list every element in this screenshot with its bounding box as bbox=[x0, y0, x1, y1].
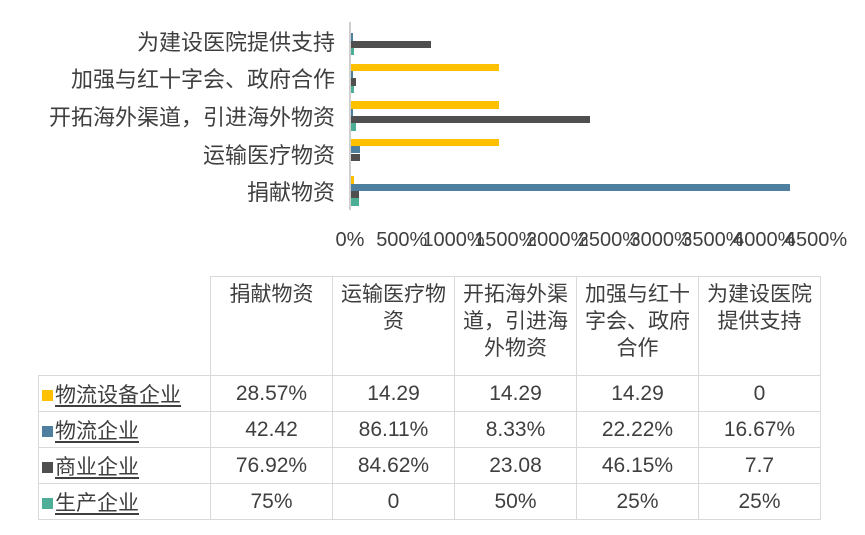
table-column-header: 捐献物资 bbox=[210, 276, 333, 376]
x-axis-tick-label: 1000% bbox=[422, 229, 485, 251]
data-table: 捐献物资 运输医疗物资 开拓海外渠道，引进海外物资 加强与红十字会、政府合作 为建设医院… bbox=[38, 276, 821, 520]
x-axis-tick-label: 2500% bbox=[577, 229, 641, 251]
table-cell: 0 bbox=[698, 375, 821, 412]
x-axis-tick-label: 4500% bbox=[784, 229, 848, 251]
row-label-text: 物流企业 bbox=[55, 419, 139, 443]
chart-bar bbox=[351, 33, 353, 41]
x-axis-tick-label: 0% bbox=[335, 229, 365, 251]
table-row-label: 物流企业 bbox=[38, 411, 211, 448]
table-cell: 75% bbox=[210, 483, 333, 520]
table-row: 商业企业 76.92% 84.62% 23.08 46.15% 7.7 bbox=[38, 447, 821, 484]
series-marker-icon bbox=[42, 461, 53, 473]
category-label: 为建设医院提供支持 bbox=[136, 29, 335, 55]
table-cell: 25% bbox=[698, 483, 821, 520]
chart-bar bbox=[351, 63, 499, 71]
table-cell: 42.42 bbox=[210, 411, 333, 448]
x-axis-tick-label: 4000% bbox=[733, 229, 796, 251]
table-row-label: 物流设备企业 bbox=[38, 375, 211, 412]
table-column-header: 为建设医院提供支持 bbox=[698, 276, 821, 376]
table-corner-cell bbox=[38, 276, 211, 376]
x-axis: 0% 500% 1000% 1500% 2000% 2500% 3000% 3500% 4000… bbox=[336, 229, 848, 253]
table-row: 物流设备企业 28.57% 14.29 14.29 14.29 0 bbox=[38, 375, 821, 412]
table-cell: 16.67% bbox=[698, 411, 821, 448]
table-column-header: 加强与红十字会、政府合作 bbox=[576, 276, 699, 376]
table-cell: 28.57% bbox=[210, 375, 333, 412]
table-row-label: 生产企业 bbox=[38, 483, 211, 520]
series-marker-icon bbox=[42, 425, 53, 437]
table-cell: 76.92% bbox=[210, 447, 333, 484]
chart-bar bbox=[351, 183, 791, 192]
plot-area bbox=[349, 22, 817, 210]
chart-bar bbox=[351, 138, 499, 147]
table-cell: 25% bbox=[576, 483, 699, 520]
table-cell: 22.22% bbox=[576, 411, 699, 448]
table-cell: 86.11% bbox=[332, 411, 455, 448]
table-cell: 84.62% bbox=[332, 447, 455, 484]
x-axis-tick-label: 3500% bbox=[681, 229, 744, 251]
table-cell: 14.29 bbox=[454, 375, 577, 412]
chart-bar bbox=[351, 70, 354, 79]
row-label-text: 物流设备企业 bbox=[55, 383, 181, 407]
chart-bar bbox=[351, 123, 357, 131]
chart-bar bbox=[351, 85, 354, 93]
table-row: 物流企业 42.42 86.11% 8.33% 22.22% 16.67% bbox=[38, 411, 821, 448]
table-cell: 50% bbox=[454, 483, 577, 520]
chart-bar bbox=[351, 146, 360, 154]
chart-bar bbox=[351, 176, 354, 184]
category-label: 加强与红十字会、政府合作 bbox=[70, 67, 335, 93]
x-axis-tick-label: 500% bbox=[376, 229, 428, 251]
category-label: 开拓海外渠道，引进海外物资 bbox=[48, 104, 335, 130]
chart-bar bbox=[351, 40, 431, 49]
x-axis-tick-label: 2000% bbox=[525, 229, 589, 251]
series-marker-icon bbox=[42, 389, 53, 401]
row-label-text: 商业企业 bbox=[55, 455, 139, 479]
chart-bar bbox=[351, 78, 356, 86]
table-column-header: 开拓海外渠道，引进海外物资 bbox=[454, 276, 577, 376]
chart-bar bbox=[351, 108, 353, 116]
table-row: 生产企业 75% 0 50% 25% 25% bbox=[38, 483, 821, 520]
table-cell: 14.29 bbox=[332, 375, 455, 412]
category-label: 捐献物资 bbox=[246, 180, 335, 206]
table-cell: 0 bbox=[332, 483, 455, 520]
table-column-header: 运输医疗物资 bbox=[332, 276, 455, 376]
table-cell: 8.33% bbox=[454, 411, 577, 448]
table-cell: 7.7 bbox=[698, 447, 821, 484]
chart-bar bbox=[351, 153, 360, 161]
chart-bar bbox=[351, 198, 359, 206]
series-marker-icon bbox=[42, 497, 53, 509]
table-cell: 14.29 bbox=[576, 375, 699, 412]
x-axis-tick-label: 1500% bbox=[474, 229, 537, 251]
chart-bar bbox=[351, 191, 359, 199]
chart-bar bbox=[351, 48, 354, 56]
table-cell: 46.15% bbox=[576, 447, 699, 484]
chart-bar bbox=[351, 101, 499, 109]
category-label: 运输医疗物资 bbox=[202, 142, 335, 168]
table-cell: 23.08 bbox=[454, 447, 577, 484]
table-row-label: 商业企业 bbox=[38, 447, 211, 484]
x-axis-tick-label: 3000% bbox=[629, 229, 692, 251]
row-label-text: 生产企业 bbox=[55, 491, 139, 515]
chart-bar bbox=[351, 115, 590, 124]
